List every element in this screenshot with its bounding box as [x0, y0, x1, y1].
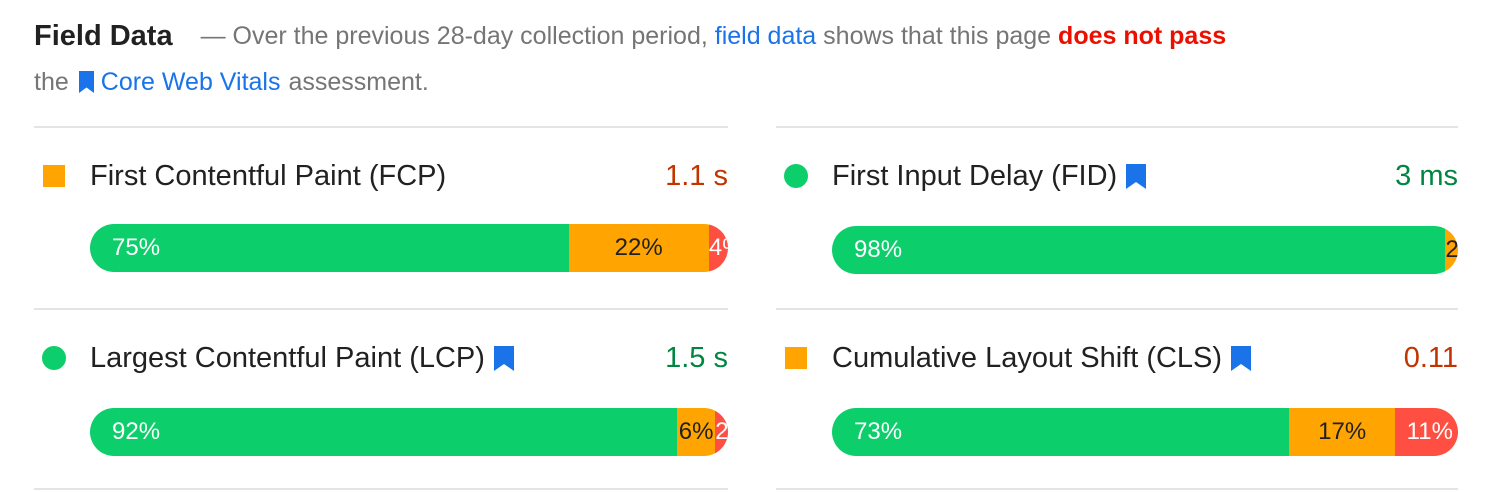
cls-good-segment: 73% — [832, 408, 1289, 456]
cls-poor-segment: 11% — [1395, 408, 1458, 456]
bookmark-icon — [1230, 345, 1252, 372]
fcp-poor-segment: 4% — [708, 224, 728, 272]
divider — [776, 126, 1458, 128]
divider — [34, 126, 728, 128]
metric-fcp-value: 1.1 s — [665, 159, 728, 192]
fcp-average-segment: 22% — [568, 224, 709, 272]
orange-square-icon — [43, 165, 65, 187]
metric-lcp-name: Largest Contentful Paint (LCP) — [90, 341, 485, 374]
metrics-column-right: First Input Delay (FID) 3 ms 98% 2% Cumu… — [776, 126, 1458, 492]
divider — [34, 488, 728, 490]
metric-lcp-distribution-bar: 92% 6% 2% — [90, 408, 728, 456]
core-web-vitals-link[interactable]: Core Web Vitals — [100, 67, 281, 96]
metric-cls-name: Cumulative Layout Shift (CLS) — [832, 341, 1223, 374]
cls-average-segment: 17% — [1288, 408, 1396, 456]
section-title: Field Data — [34, 19, 173, 52]
fcp-good-segment: 75% — [90, 224, 569, 272]
lcp-average-segment: 6% — [676, 408, 716, 456]
desc-suffix: assessment. — [288, 67, 429, 96]
bookmark-icon — [493, 345, 515, 372]
fid-good-segment: 98% — [832, 226, 1446, 274]
divider — [776, 488, 1458, 490]
desc-middle: shows that this page — [823, 21, 1052, 50]
metrics-column-left: First Contentful Paint (FCP) 1.1 s 75% 2… — [34, 126, 728, 492]
metric-lcp-value: 1.5 s — [665, 341, 728, 374]
field-data-link[interactable]: field data — [714, 21, 817, 50]
metric-fid-value: 3 ms — [1395, 159, 1458, 192]
lcp-good-segment: 92% — [90, 408, 677, 456]
metric-fcp-header: First Contentful Paint (FCP) 1.1 s — [34, 156, 728, 196]
divider — [34, 308, 728, 310]
metric-fcp-name: First Contentful Paint (FCP) — [90, 159, 447, 192]
metric-lcp-header: Largest Contentful Paint (LCP) 1.5 s — [34, 338, 728, 378]
metric-cls-distribution-bar: 73% 17% 11% — [832, 408, 1458, 456]
metric-cls-value: 0.11 — [1403, 341, 1458, 374]
metric-fid-name: First Input Delay (FID) — [832, 159, 1118, 192]
fail-text: does not pass — [1058, 21, 1227, 50]
orange-square-icon — [785, 347, 807, 369]
header-line-1: Field Data — Over the previous 28-day co… — [34, 14, 1464, 58]
header-line-2: the Core Web Vitals assessment. — [34, 58, 1464, 106]
green-circle-icon — [42, 346, 66, 370]
bookmark-icon — [78, 71, 94, 93]
metric-cls-header: Cumulative Layout Shift (CLS) 0.11 — [776, 338, 1458, 378]
fid-average-segment: 2% — [1445, 226, 1458, 274]
desc-prefix: — Over the previous 28-day collection pe… — [200, 21, 708, 50]
metric-fid-distribution-bar: 98% 2% — [832, 226, 1458, 274]
metric-fid-header: First Input Delay (FID) 3 ms — [776, 156, 1458, 196]
desc-the: the — [34, 67, 69, 96]
lcp-poor-segment: 2% — [715, 408, 728, 456]
bookmark-icon — [1125, 163, 1147, 190]
divider — [776, 308, 1458, 310]
green-circle-icon — [784, 164, 808, 188]
metric-fcp-distribution-bar: 75% 22% 4% — [90, 224, 728, 272]
field-data-header: Field Data — Over the previous 28-day co… — [34, 14, 1464, 106]
assessment-description: — Over the previous 28-day collection pe… — [201, 22, 1227, 51]
